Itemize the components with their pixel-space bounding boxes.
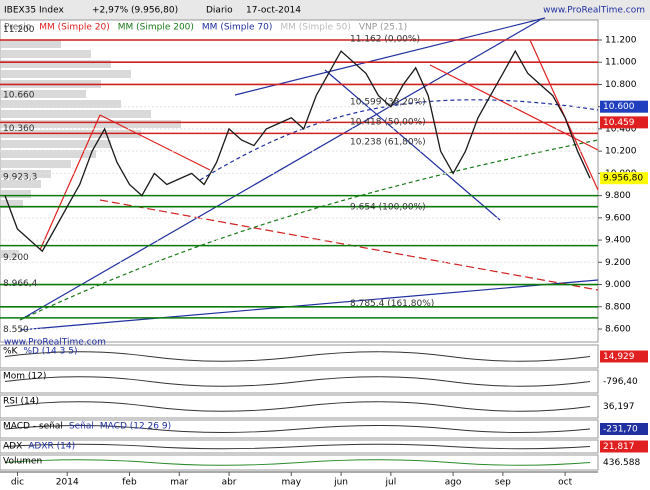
panel-label: %K xyxy=(3,347,19,357)
date: 17-oct-2014 xyxy=(246,6,301,16)
price-tag xyxy=(600,116,648,129)
y-tick-label: 9.400 xyxy=(605,236,631,246)
header-bar xyxy=(0,0,650,20)
y-tick-label: 8.800 xyxy=(605,302,631,312)
fib-label: 11.162 (0,00%) xyxy=(350,35,420,45)
y-tick-label: 10.800 xyxy=(605,80,637,90)
x-tick-label: ago xyxy=(445,478,462,488)
panel-tag xyxy=(600,456,648,469)
x-tick-label: 2014 xyxy=(56,478,79,488)
y-tick-label: 10.200 xyxy=(605,147,637,157)
fib-label: 9.654 (100,00%) xyxy=(350,202,426,212)
panel-tag xyxy=(600,400,648,413)
main-panel xyxy=(0,19,599,343)
panel-label: Mom (12) xyxy=(3,372,46,382)
indicator-wave xyxy=(4,459,591,466)
trend-lines xyxy=(19,17,599,331)
fib-label: 10.599 (38,20%) xyxy=(350,97,426,107)
y-tick-label: 11.200 xyxy=(605,36,637,46)
level-label: 9.200 xyxy=(3,253,29,263)
panel-value: 36,197 xyxy=(603,402,635,412)
x-tick-label: may xyxy=(281,478,301,488)
panel-value: -231,70 xyxy=(603,425,638,435)
y-tick-label: 8.600 xyxy=(605,324,631,334)
level-label: 10.360 xyxy=(3,124,35,134)
panel-value: 21,817 xyxy=(603,442,635,452)
fib-label: 8.785,4 (161,80%) xyxy=(350,299,434,309)
y-tick-label: 9.200 xyxy=(605,258,631,268)
y-tick-label: 9.800 xyxy=(605,191,631,201)
legend-entry: VNP (25.1) xyxy=(359,23,407,33)
panel-tag xyxy=(600,375,648,388)
legend-entry: MM (Simple 70) xyxy=(202,23,272,33)
price-tag-label: 10.600 xyxy=(603,102,635,112)
site: www.ProRealTime.com xyxy=(543,6,645,16)
panel-label: Señal xyxy=(69,422,94,432)
x-tick-label: dic xyxy=(11,478,24,488)
watermark: www.ProRealTime.com xyxy=(4,338,106,348)
panel-value: 14,929 xyxy=(603,352,635,362)
period: Diario xyxy=(206,6,233,16)
indicator-wave xyxy=(4,425,591,433)
panel-tag xyxy=(600,350,648,363)
panel-label: MACD - señal xyxy=(3,422,63,432)
change: +2,97% (9.956,80) xyxy=(92,6,178,16)
level-label: 8.966,4 xyxy=(3,279,38,289)
level-label: 10.660 xyxy=(3,91,35,101)
panel-tag xyxy=(600,423,648,435)
x-tick-label: feb xyxy=(122,478,137,488)
x-tick-label: jul xyxy=(384,478,396,488)
legend-entry: MM (Simple 20) xyxy=(39,23,109,33)
panel-value: 436.588 xyxy=(603,458,640,468)
level-label: 9.923,3 xyxy=(3,172,37,182)
indicator-wave xyxy=(4,443,591,450)
y-tick-label: 11.000 xyxy=(605,58,637,68)
symbol: IBEX35 Index xyxy=(4,6,64,16)
panel-label: RSI (14) xyxy=(3,397,39,407)
legend-entry: Precio xyxy=(4,23,32,33)
panel-label: ADXR (14) xyxy=(28,442,75,452)
price-tag xyxy=(600,172,648,185)
price-tag-label: 10.459 xyxy=(603,118,635,128)
legend-entry: MM (Simple 50) xyxy=(280,23,350,33)
price-tag-label: 9.956,80 xyxy=(603,174,643,184)
panel-label: MACD (12 26 9) xyxy=(100,422,171,432)
x-tick-label: oct xyxy=(558,478,572,488)
panel-label: Volumen xyxy=(3,457,42,467)
panel-label: ADX xyxy=(3,442,22,452)
x-tick-label: abr xyxy=(222,478,237,488)
panel-value: -796,40 xyxy=(603,377,638,387)
level-label: 8.550 xyxy=(3,325,29,335)
indicator-wave xyxy=(4,376,591,387)
panel-tag xyxy=(600,440,648,453)
panel-label: %D (14 3 5) xyxy=(23,347,77,357)
x-tick-label: sep xyxy=(495,478,511,488)
price-tag xyxy=(600,100,648,113)
price-line xyxy=(4,49,591,253)
indicator-wave xyxy=(4,401,591,412)
x-tick-label: jun xyxy=(333,478,348,488)
level-label: 11.200 xyxy=(3,25,35,35)
x-tick-label: mar xyxy=(170,478,188,488)
fib-label: 10.238 (61,80%) xyxy=(350,137,426,147)
fib-label: 10.418 (50,00%) xyxy=(350,117,426,127)
indicator-wave xyxy=(4,351,591,362)
y-tick-label: 9.600 xyxy=(605,213,631,223)
y-tick-label: 9.000 xyxy=(605,280,631,290)
y-tick-label: 10.400 xyxy=(605,124,637,134)
legend-entry: MM (Simple 200) xyxy=(118,23,194,33)
